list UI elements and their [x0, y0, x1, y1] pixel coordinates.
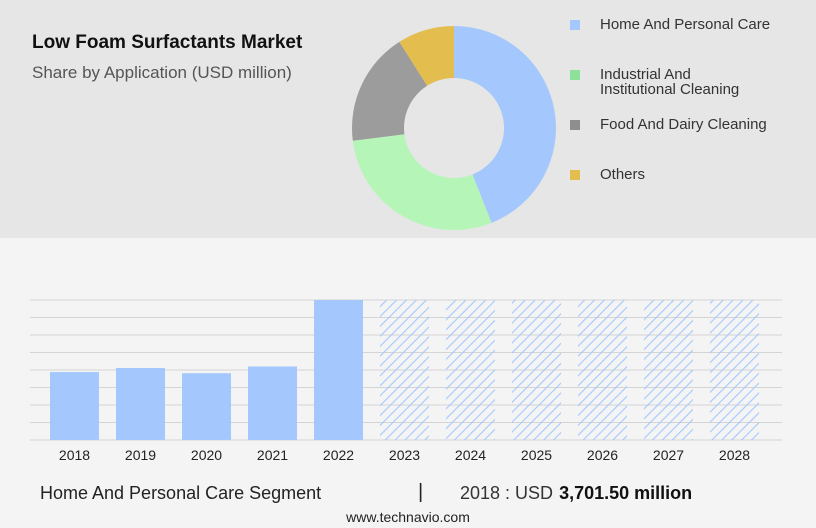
legend-label: Food And Dairy Cleaning [600, 116, 767, 133]
legend-label: Industrial And Institutional Cleaning [600, 67, 810, 97]
x-tick-label: 2025 [521, 447, 552, 463]
bar-2024 [446, 300, 495, 440]
x-tick-label: 2026 [587, 447, 618, 463]
legend-swatch [570, 70, 580, 80]
bar-2022 [314, 300, 363, 440]
source-url: www.technavio.com [346, 509, 470, 525]
legend-label-line2: Institutional Cleaning [600, 81, 740, 98]
footer-year-label: 2018 : USD [460, 483, 554, 503]
chart-subtitle: Share by Application (USD million) [32, 63, 292, 82]
x-tick-label: 2027 [653, 447, 684, 463]
donut-slice-industrial-and-institutional-cleaning [352, 134, 492, 230]
chart-title: Low Foam Surfactants Market [32, 32, 303, 53]
bar-2018 [50, 372, 99, 440]
legend-label-line1: Industrial And [600, 66, 691, 83]
donut-slice-home-and-personal-care [454, 26, 556, 223]
bar-2027 [644, 300, 693, 440]
bar-2023 [380, 300, 429, 440]
x-tick-label: 2021 [257, 447, 288, 463]
bar-2026 [578, 300, 627, 440]
legend-swatch [570, 20, 580, 30]
x-tick-label: 2023 [389, 447, 420, 463]
legend-label: Home And Personal Care [600, 16, 771, 33]
legend-swatch [570, 170, 580, 180]
x-tick-label: 2018 [59, 447, 90, 463]
footer-segment-label: Home And Personal Care Segment [40, 483, 322, 503]
legend: Home And Personal Care Industrial And In… [570, 0, 816, 238]
donut-chart [352, 26, 556, 230]
bar-2028 [710, 300, 759, 440]
bar-2019 [116, 367, 165, 440]
bar-2025 [512, 300, 561, 440]
footer-value-amount: 3,701.50 million [559, 483, 693, 503]
bar-2021 [248, 366, 297, 440]
x-tick-label: 2019 [125, 447, 156, 463]
bar-chart: 2018 2019 2020 2021 2022 2023 2024 2025 2026 2027… [30, 299, 782, 463]
footer-separator: | [418, 481, 424, 503]
footer-value: 2018 : USD 3,701.50 million [460, 483, 692, 504]
x-tick-label: 2020 [191, 447, 222, 463]
x-tick-label: 2022 [323, 447, 354, 463]
x-tick-label: 2028 [719, 447, 750, 463]
legend-label: Others [600, 166, 646, 183]
legend-swatch [570, 120, 580, 130]
bar-2020 [182, 373, 231, 440]
donut-slice-others [399, 26, 454, 86]
x-tick-label: 2024 [455, 447, 486, 463]
donut-slice-food-and-dairy-cleaning [352, 41, 428, 141]
